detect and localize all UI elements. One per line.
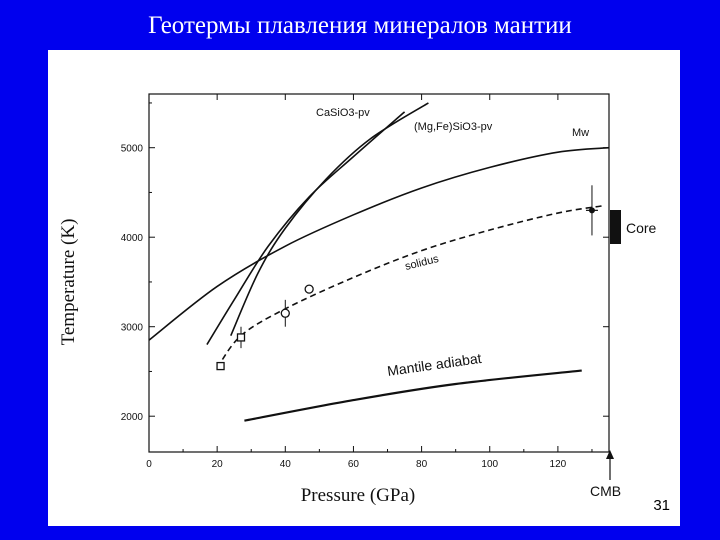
melting-geotherms-chart: 0 20 40 60 80 100 120 2000 3000 4000 5000 Pressure… [58, 93, 657, 506]
cmb-arrow-head [606, 450, 614, 459]
x-axis-title: Pressure (GPa) [301, 485, 416, 506]
series-line-casio3-pv [206, 111, 406, 346]
data-point-circle-3 [304, 284, 314, 294]
cmb-label: CMB [590, 483, 621, 499]
data-point-square-1 [236, 333, 246, 342]
series-line-mantile-adiabat [244, 369, 582, 422]
core-bar [610, 210, 621, 244]
x-tick-label-100: 100 [481, 459, 498, 470]
series-line-solidus [216, 205, 603, 369]
core-label: Core [626, 220, 657, 236]
y-axis-title: Temperature (K) [58, 219, 79, 346]
label-casio3-pv: CaSiO3-pv [316, 107, 370, 119]
plot-frame [148, 93, 610, 453]
y-tick-label-5000: 5000 [121, 144, 144, 155]
page-number: 31 [653, 497, 670, 514]
slide-title: Геотермы плавления минералов мантии [148, 12, 572, 39]
y-tick-label-4000: 4000 [121, 233, 144, 244]
label-mantle-adiabat: Mantile adiabat [386, 350, 482, 379]
series-line-mg-fe-sio3-pv [230, 102, 429, 336]
data-point-circle-2 [280, 308, 290, 318]
x-tick-label-0: 0 [146, 459, 152, 470]
x-tick-label-120: 120 [550, 459, 567, 470]
label-mgfesio3-pv: (Mg,Fe)SiO3-pv [414, 121, 493, 133]
label-mw: Mw [572, 127, 589, 139]
series-line-mw [148, 146, 610, 341]
y-tick-label-3000: 3000 [121, 323, 144, 334]
x-tick-label-40: 40 [280, 459, 292, 470]
x-tick-label-80: 80 [416, 459, 428, 470]
x-tick-label-20: 20 [212, 459, 224, 470]
x-tick-label-60: 60 [348, 459, 360, 470]
y-tick-label-2000: 2000 [121, 412, 144, 423]
data-point-square-0 [216, 361, 225, 371]
label-solidus: solidus [404, 253, 441, 273]
chart-panel: 0 20 40 60 80 100 120 2000 3000 4000 5000 Pressure… [48, 50, 680, 526]
